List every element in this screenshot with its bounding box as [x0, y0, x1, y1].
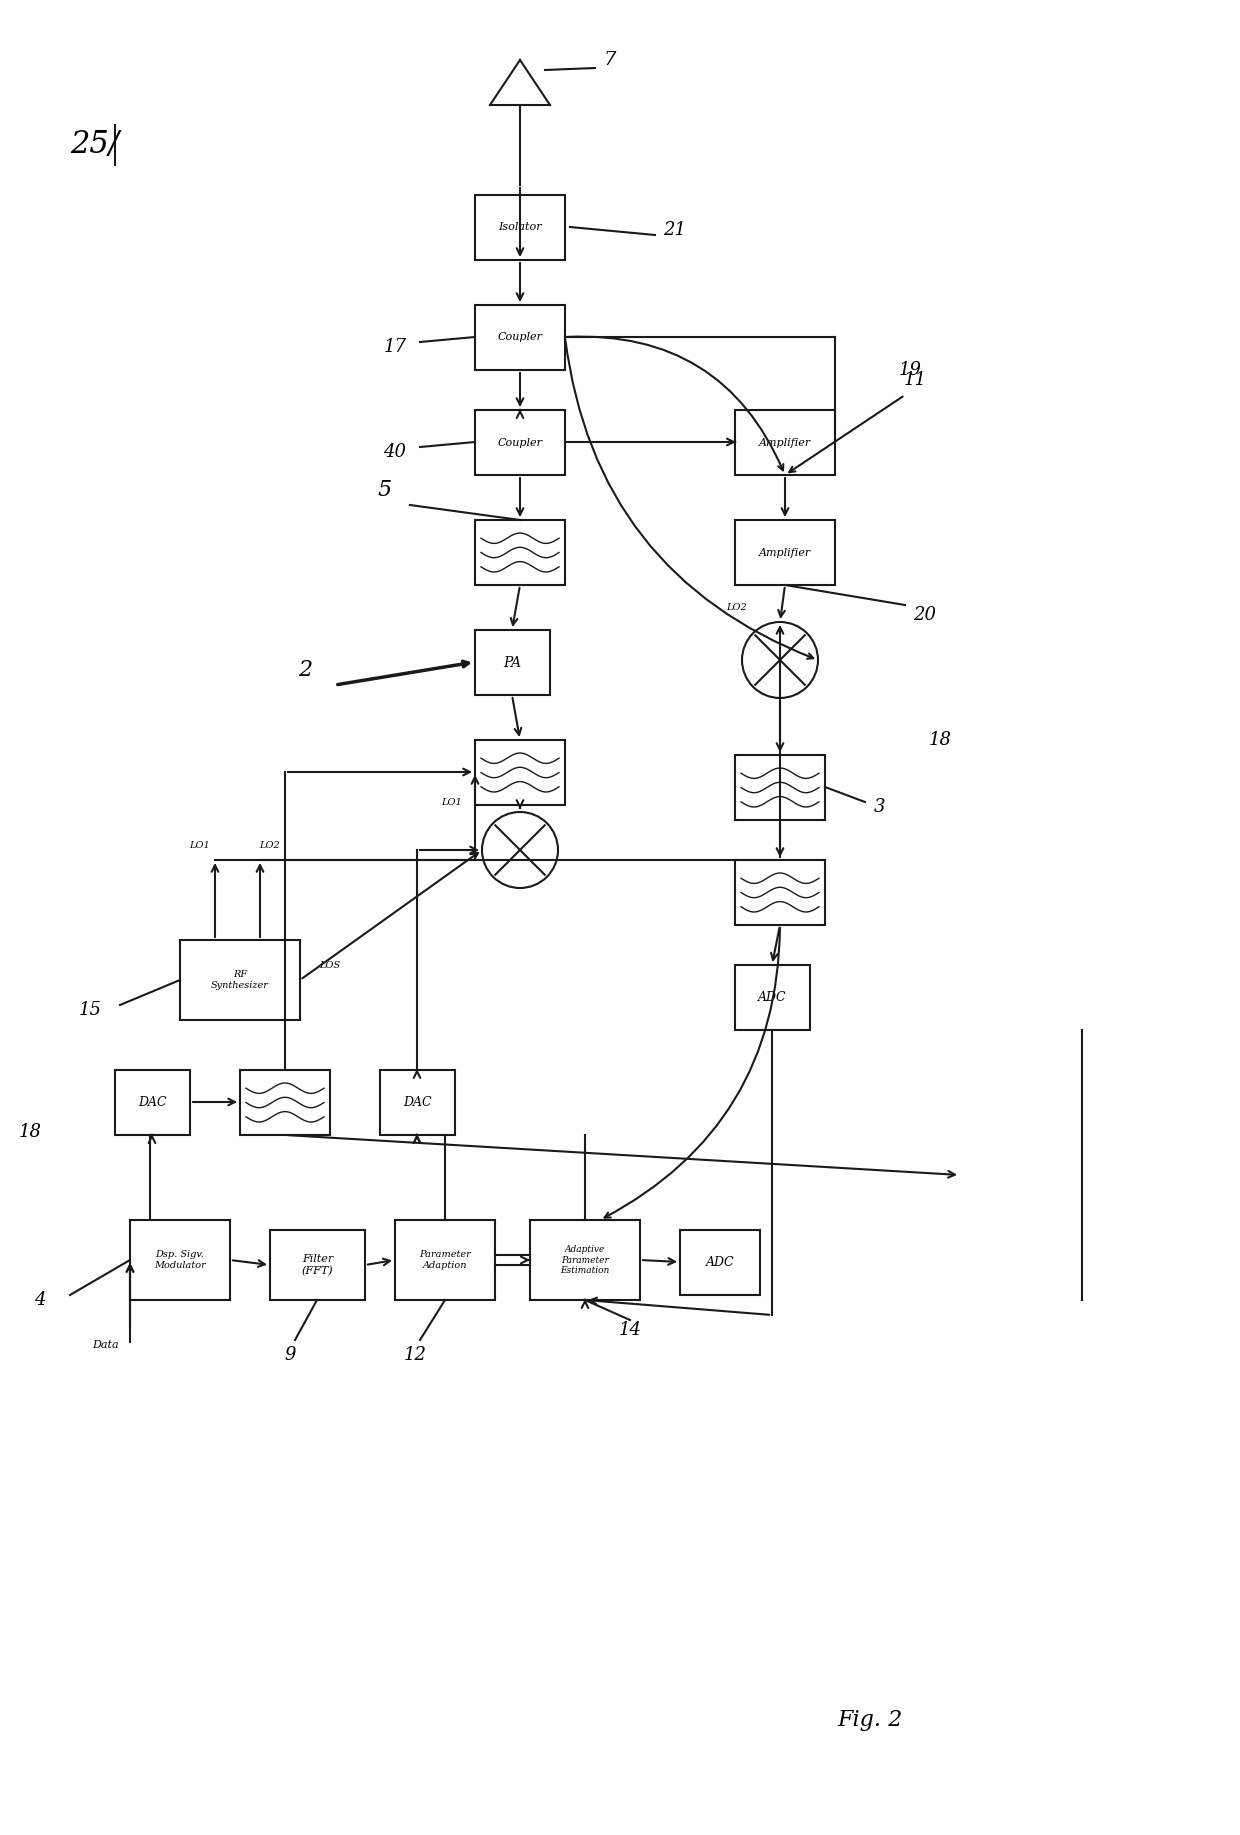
Text: 11: 11 [904, 371, 926, 389]
Text: 5: 5 [378, 479, 392, 501]
Text: LO2: LO2 [727, 602, 748, 611]
Bar [475, 519, 565, 585]
Bar [735, 409, 835, 475]
Text: 3: 3 [874, 798, 885, 817]
Text: Dsp. Sigv.
Modulator: Dsp. Sigv. Modulator [154, 1250, 206, 1270]
Text: ADC: ADC [706, 1255, 734, 1270]
Bar [180, 940, 300, 1020]
Text: 15: 15 [78, 1002, 102, 1018]
Bar [396, 1220, 495, 1299]
Text: 25/: 25/ [71, 130, 119, 160]
Text: 21: 21 [663, 220, 687, 239]
Bar [241, 1070, 330, 1136]
Text: 12: 12 [403, 1347, 427, 1363]
Bar [475, 305, 565, 371]
Text: DAC: DAC [138, 1095, 167, 1108]
Bar [270, 1229, 365, 1299]
Text: ADC: ADC [758, 991, 787, 1004]
Bar [735, 861, 825, 925]
Text: Coupler: Coupler [497, 332, 543, 343]
Bar [130, 1220, 229, 1299]
Text: Adaptive
Parameter
Estimation: Adaptive Parameter Estimation [560, 1246, 610, 1275]
Text: 18: 18 [19, 1123, 41, 1141]
Text: 18: 18 [929, 730, 951, 749]
Text: 17: 17 [383, 338, 407, 356]
Bar [379, 1070, 455, 1136]
Bar [680, 1229, 760, 1296]
Bar [475, 629, 551, 695]
Text: 20: 20 [914, 606, 936, 624]
Text: 14: 14 [619, 1321, 641, 1340]
Text: Coupler: Coupler [497, 437, 543, 448]
Bar [115, 1070, 190, 1136]
Text: Amplifier: Amplifier [759, 437, 811, 448]
Text: 7: 7 [604, 51, 616, 70]
Text: Parameter
Adaption: Parameter Adaption [419, 1250, 471, 1270]
Bar [735, 965, 810, 1029]
Bar [735, 754, 825, 820]
Bar [475, 409, 565, 475]
Text: RF
Synthesizer: RF Synthesizer [211, 971, 269, 989]
Text: Isolator: Isolator [498, 222, 542, 233]
Text: Data: Data [92, 1340, 118, 1351]
Text: 2: 2 [298, 659, 312, 681]
Text: LOS: LOS [320, 960, 341, 969]
Text: 40: 40 [383, 442, 407, 461]
Text: Filter
(FFT): Filter (FFT) [301, 1253, 334, 1275]
Bar [735, 519, 835, 585]
Text: Fig. 2: Fig. 2 [837, 1708, 903, 1730]
Text: LO1: LO1 [441, 798, 463, 807]
Text: PA: PA [503, 655, 522, 670]
Text: DAC: DAC [403, 1095, 432, 1108]
Bar [475, 195, 565, 261]
Text: Amplifier: Amplifier [759, 547, 811, 558]
Text: 9: 9 [284, 1347, 296, 1363]
Text: 4: 4 [35, 1292, 46, 1308]
Text: LO1: LO1 [190, 840, 211, 850]
Bar [529, 1220, 640, 1299]
Text: LO2: LO2 [259, 840, 280, 850]
Text: 19: 19 [899, 361, 921, 380]
Bar [475, 740, 565, 806]
